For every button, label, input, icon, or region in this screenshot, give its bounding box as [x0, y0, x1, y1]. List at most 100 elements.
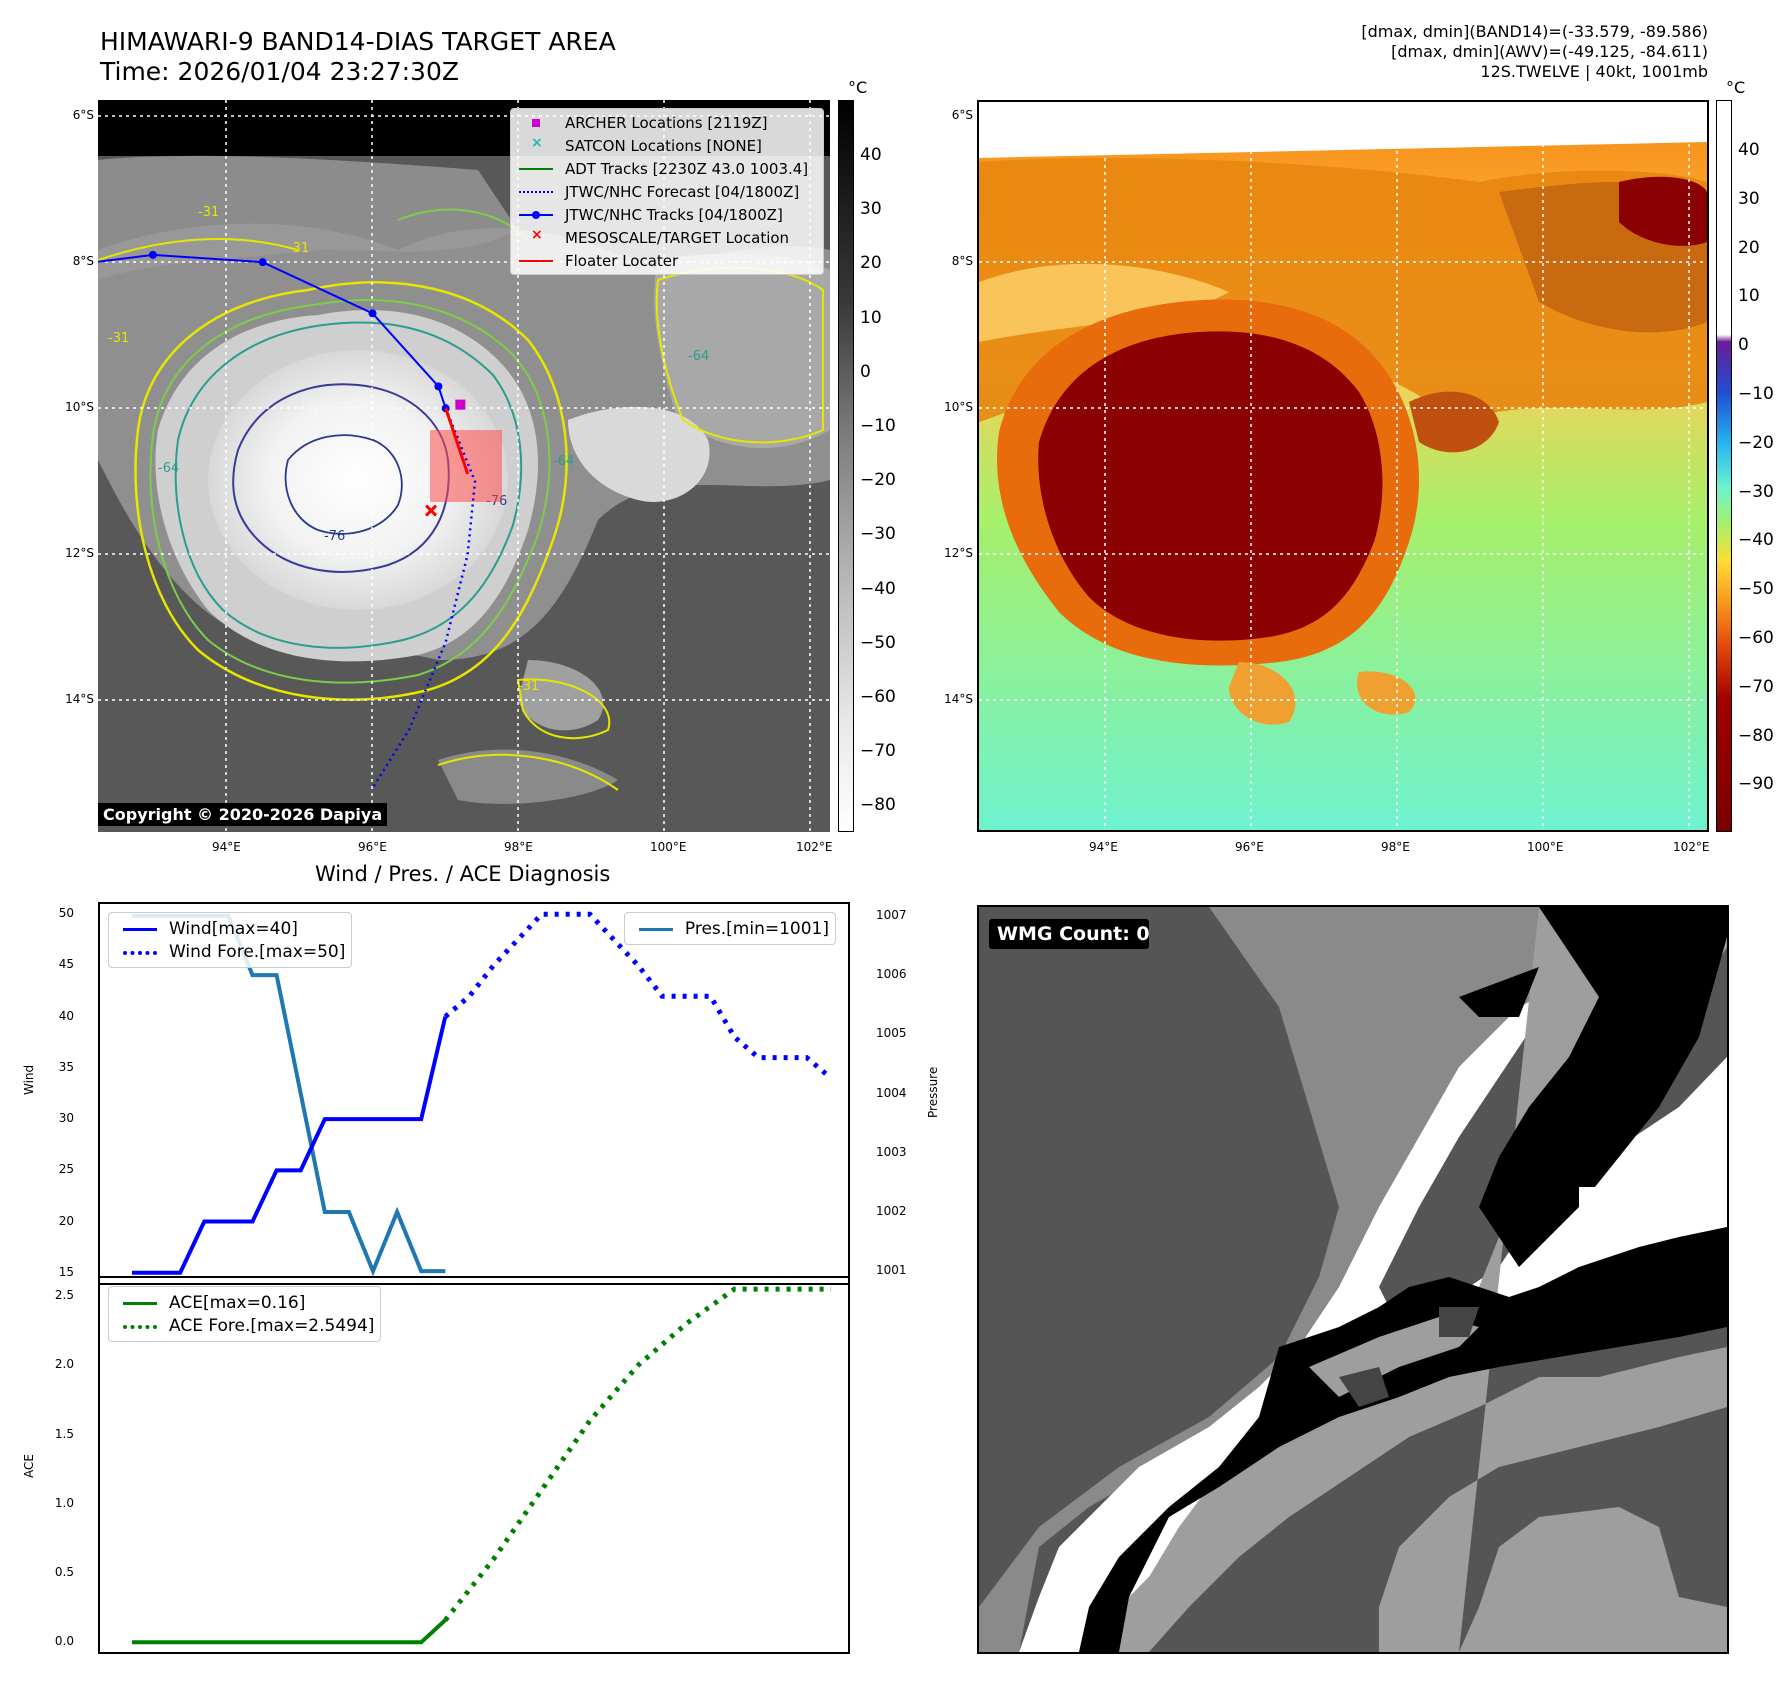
jtwc-forecast-line — [371, 407, 477, 789]
legend-wind: Wind[max=40] — [115, 917, 345, 940]
pressure-tick-label: 1005 — [876, 1026, 907, 1041]
map-legend: ARCHER Locations [2119Z] × SATCON Location… — [510, 108, 824, 275]
legend-label: JTWC/NHC Forecast [04/1800Z] — [565, 182, 800, 201]
ace-tick-label: 0.5 — [54, 1565, 74, 1580]
ace-tick-label: 2.5 — [54, 1288, 74, 1302]
lon-tick-label: 96°E — [358, 840, 387, 854]
pressure-line — [132, 913, 446, 1277]
ace-axis-label: ACE — [22, 1454, 36, 1478]
wmg-panel: WMG Count: 0 — [977, 905, 1729, 1654]
colorbar-tick-label: −20 — [1738, 432, 1774, 453]
colorbar-tick-label: −50 — [1738, 579, 1774, 600]
pressure-tick-label: 1003 — [876, 1144, 907, 1159]
legend-entry: ADT Tracks [2230Z 43.0 1003.4] — [511, 157, 823, 180]
wind-pres-panel: Wind[max=40] Wind Fore.[max=50] Pres.[mi… — [98, 902, 850, 1285]
colorbar-tick-label: −20 — [860, 470, 896, 491]
legend-swatch — [519, 185, 553, 199]
legend-swatch: × — [531, 134, 543, 151]
wind-tick-label: 20 — [58, 1213, 74, 1228]
wind-tick-label: 25 — [58, 1162, 74, 1177]
ace-tick-label: 2.0 — [54, 1357, 74, 1372]
legend-swatch — [519, 116, 553, 130]
legend-swatch: × — [531, 226, 543, 243]
ir-colorbar-unit: °C — [848, 78, 868, 97]
colorbar-tick-label: 20 — [860, 253, 882, 274]
jtwc-track-point — [368, 309, 377, 318]
legend-ace-forecast: ACE Fore.[max=2.5494] — [115, 1314, 374, 1337]
info-awv: [dmax, dmin](AWV)=(-49.125, -84.611) — [1391, 42, 1708, 61]
legend-wind-forecast: Wind Fore.[max=50] — [115, 940, 345, 963]
lon-tick-label: 98°E — [504, 840, 533, 854]
lon-tick-label: 94°E — [1089, 840, 1118, 854]
wind-line — [132, 1016, 448, 1275]
info-band14: [dmax, dmin](BAND14)=(-33.579, -89.586) — [1361, 22, 1708, 41]
pressure-tick-label: 1007 — [876, 907, 907, 922]
legend-swatch — [519, 254, 553, 268]
lat-tick-label: 10°S — [944, 400, 973, 414]
ace-svg — [132, 1286, 831, 1645]
colorbar-tick-label: −90 — [1738, 774, 1774, 795]
contour-label: -31 — [108, 331, 129, 346]
colorbar-tick-label: 30 — [1738, 188, 1760, 209]
colorbar-tick-label: 30 — [860, 199, 882, 220]
wind-tick-label: 15 — [58, 1264, 74, 1279]
ace-tick-label: 1.5 — [54, 1426, 74, 1441]
legend-entry: × SATCON Locations [NONE] — [511, 134, 823, 157]
lon-tick-label: 100°E — [650, 840, 687, 854]
legend-label: Floater Locater — [565, 251, 679, 270]
floater-locater — [444, 407, 470, 475]
archer-location — [455, 399, 466, 410]
contour-label: -31 — [198, 205, 219, 220]
wind-legend: Wind[max=40] Wind Fore.[max=50] — [108, 912, 353, 968]
wind-tick-label: 45 — [58, 957, 74, 972]
ace-tick-label: 1.0 — [54, 1495, 74, 1510]
contour-label: -64 — [158, 461, 179, 476]
ir-colorbar — [838, 100, 854, 832]
contour-label: -31 — [288, 241, 309, 256]
ace-legend: ACE[max=0.16] ACE Fore.[max=2.5494] — [108, 1286, 382, 1342]
lat-tick-label: 10°S — [65, 400, 94, 414]
lat-tick-label: 12°S — [944, 546, 973, 560]
pressure-axis-label: Pressure — [926, 1066, 940, 1118]
pres-legend: Pres.[min=1001] — [623, 912, 836, 945]
ace-forecast-line — [443, 1286, 831, 1622]
target-location — [424, 504, 438, 517]
legend-entry: × MESOSCALE/TARGET Location — [511, 226, 823, 249]
contour-label: -64 — [688, 349, 709, 364]
wmg-svg — [979, 907, 1727, 1652]
colorbar-tick-label: 40 — [1738, 140, 1760, 160]
lon-tick-label: 102°E — [1673, 840, 1710, 854]
legend-swatch — [519, 162, 553, 176]
colorbar-tick-label: −40 — [1738, 530, 1774, 551]
wind-axis-label: Wind — [22, 1064, 36, 1095]
wv-colorbar-unit: °C — [1726, 78, 1746, 97]
lat-tick-label: 14°S — [65, 692, 94, 706]
colorbar-tick-label: −10 — [1738, 384, 1774, 404]
legend-pressure: Pres.[min=1001] — [631, 917, 829, 940]
colorbar-tick-label: −60 — [1738, 628, 1774, 648]
ace-line — [132, 1618, 447, 1645]
contour-label: -76 — [324, 529, 345, 544]
diag-title: Wind / Pres. / ACE Diagnosis — [315, 862, 611, 886]
lon-tick-label: 96°E — [1235, 840, 1264, 854]
info-storm: 12S.TWELVE | 40kt, 1001mb — [1480, 62, 1708, 81]
contour-label: -31 — [518, 679, 539, 694]
legend-label: MESOSCALE/TARGET Location — [565, 228, 790, 247]
lon-tick-label: 94°E — [212, 840, 241, 854]
colorbar-tick-label: −80 — [860, 795, 896, 816]
colorbar-tick-label: −80 — [1738, 725, 1774, 746]
lon-tick-label: 98°E — [1381, 840, 1410, 854]
colorbar-tick-label: −60 — [860, 687, 896, 707]
chart-title: HIMAWARI-9 BAND14-DIAS TARGET AREA — [100, 27, 616, 56]
colorbar-tick-label: 10 — [860, 307, 882, 328]
colorbar-tick-label: −40 — [860, 578, 896, 599]
lon-tick-label: 100°E — [1527, 840, 1564, 854]
wv-map-svg — [979, 102, 1707, 830]
ir-map: -31 -31 -31 -31 -64 -64 -64 -76 -76 Copy… — [98, 100, 830, 832]
copyright-badge: Copyright © 2020-2026 Dapiya — [98, 803, 388, 826]
wind-tick-label: 40 — [58, 1008, 74, 1023]
lon-tick-label: 102°E — [796, 840, 833, 854]
lat-tick-label: 8°S — [951, 254, 973, 268]
legend-label: SATCON Locations [NONE] — [565, 136, 762, 155]
legend-entry: JTWC/NHC Forecast [04/1800Z] — [511, 180, 823, 203]
